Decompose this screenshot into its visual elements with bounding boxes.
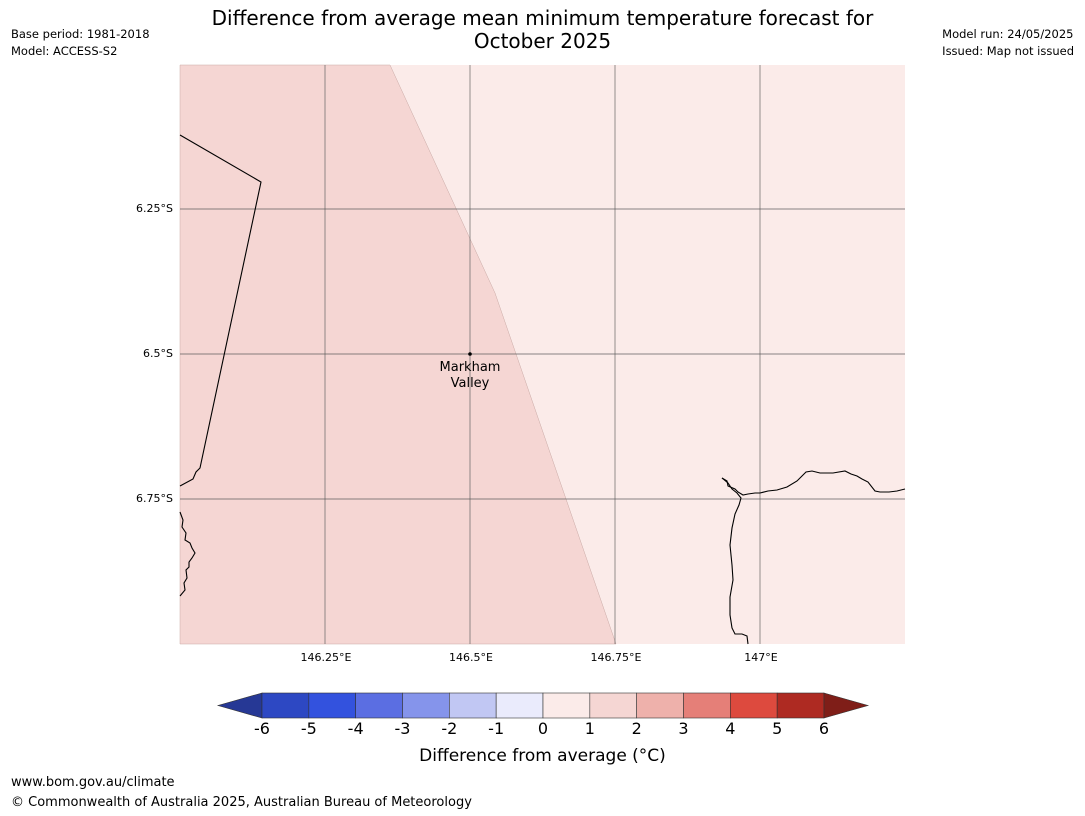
colorbar-tick-label: 6 — [818, 719, 830, 738]
lon-label-146-25: 146.25°E — [300, 651, 352, 664]
place-name-line2: Valley — [450, 376, 490, 391]
colorbar-tick-label: 0 — [537, 719, 549, 738]
colorbar-box — [542, 692, 591, 719]
colorbar-box — [449, 692, 497, 719]
model-name: Model: ACCESS-S2 — [11, 44, 118, 58]
colorbar-box — [308, 692, 356, 719]
colorbar-tick-label: 3 — [678, 719, 689, 738]
colorbar-tick-label: -2 — [441, 719, 458, 738]
issued-status: Issued: Map not issued — [942, 44, 1074, 58]
colorbar-tick-label: 2 — [631, 719, 642, 738]
map-title: Difference from average mean minimum tem… — [211, 6, 874, 53]
river-branch — [721, 477, 749, 645]
colorbar-label: Difference from average (°C) — [419, 746, 666, 766]
colorbar-box — [495, 692, 544, 719]
footer-copyright: © Commonwealth of Australia 2025, Austra… — [11, 795, 472, 810]
colorbar-box — [636, 692, 684, 719]
colorbar-tick-label: -4 — [347, 719, 364, 738]
lat-label-6-5: 6.5°S — [143, 347, 173, 360]
lat-label-6-25: 6.25°S — [136, 202, 173, 215]
colorbar — [216, 692, 870, 719]
base-period: Base period: 1981-2018 — [11, 27, 150, 41]
footer-url: www.bom.gov.au/climate — [11, 775, 175, 790]
coast-west — [179, 511, 196, 597]
colorbar-extend-high — [823, 692, 870, 719]
lon-label-147: 147°E — [744, 651, 778, 664]
lon-label-146-75: 146.75°E — [590, 651, 642, 664]
lon-label-146-5: 146.5°E — [449, 651, 493, 664]
colorbar-box — [683, 692, 731, 719]
colorbar-tick-label: -3 — [394, 719, 411, 738]
colorbar-boxes — [261, 692, 825, 719]
location-marker — [468, 352, 472, 356]
colorbar-tick-label: -1 — [488, 719, 505, 738]
colorbar-tick-label: 4 — [725, 719, 736, 738]
colorbar-box — [589, 692, 637, 719]
colorbar-tick-label: -5 — [300, 719, 317, 738]
map-gridlines — [180, 65, 905, 644]
river-east — [721, 470, 906, 496]
boundary-line — [179, 134, 262, 487]
place-label: Markham Valley — [425, 360, 515, 392]
colorbar-tick-label: 5 — [772, 719, 783, 738]
colorbar-box — [730, 692, 778, 719]
coastlines — [179, 134, 906, 645]
colorbar-box — [776, 692, 825, 719]
model-run: Model run: 24/05/2025 — [942, 27, 1074, 41]
colorbar-box — [402, 692, 450, 719]
colorbar-extend-low — [216, 692, 263, 719]
colorbar-box — [261, 692, 310, 719]
meta-right: Model run: 24/05/2025 Issued: Map not is… — [942, 26, 1074, 60]
colorbar-box — [355, 692, 403, 719]
place-name-line1: Markham — [439, 360, 501, 375]
lat-label-6-75: 6.75°S — [136, 492, 173, 505]
meta-left: Base period: 1981-2018 Model: ACCESS-S2 — [11, 26, 150, 60]
colorbar-tick-label: -6 — [254, 719, 270, 738]
colorbar-tick-label: 1 — [584, 719, 595, 738]
